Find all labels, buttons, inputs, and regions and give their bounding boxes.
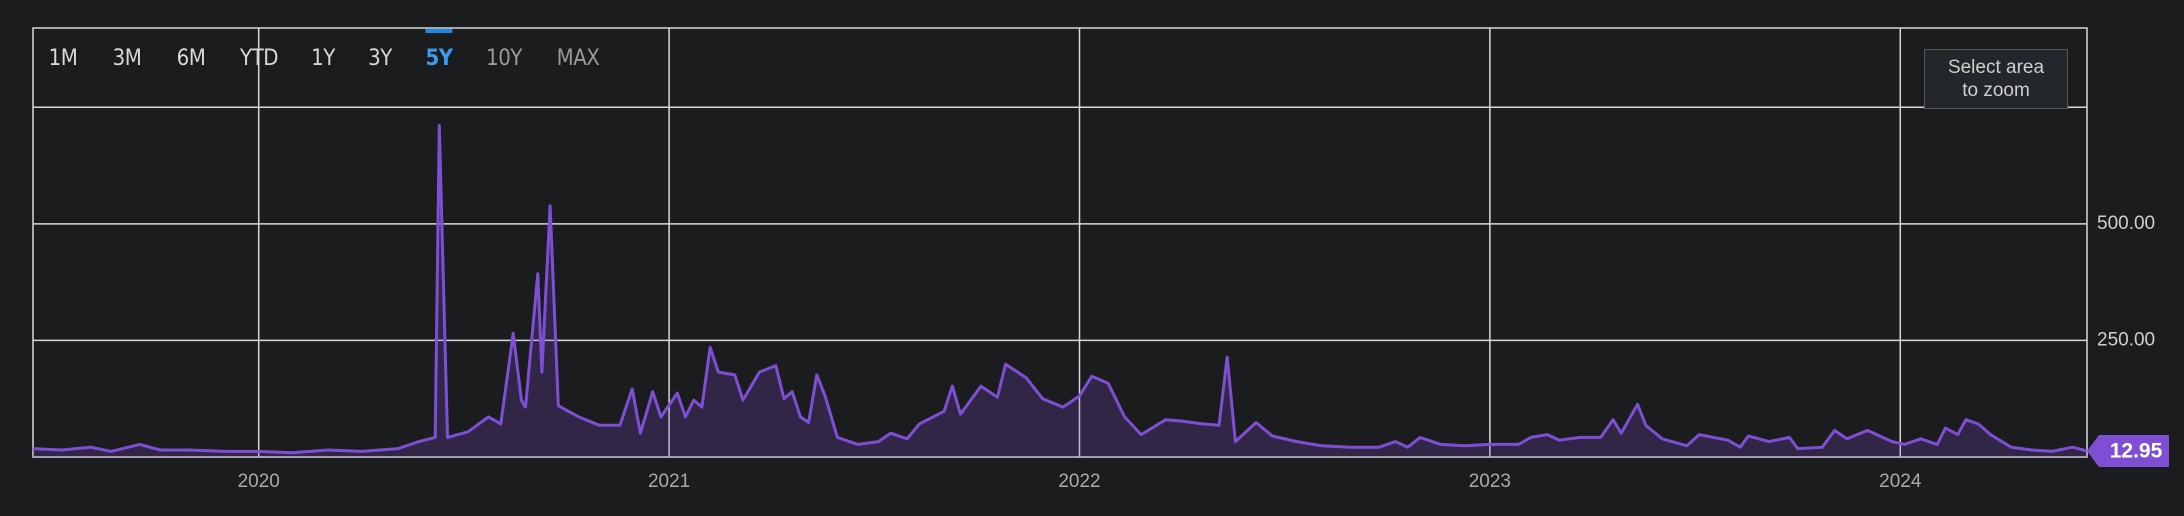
- x-tick-label: 2021: [648, 471, 690, 492]
- range-button[interactable]: MAX: [556, 46, 600, 71]
- area: [33, 125, 2087, 457]
- range-button[interactable]: 1M: [48, 46, 78, 71]
- x-tick-label: 2020: [238, 471, 280, 492]
- range-button[interactable]: 1Y: [311, 46, 335, 71]
- range-button[interactable]: 5Y: [425, 29, 453, 76]
- last-value-tag: [2087, 434, 2169, 467]
- range-button[interactable]: 3Y: [368, 46, 392, 71]
- last-value-label: 12.95: [2110, 440, 2163, 463]
- y-tick-label: 250.00: [2097, 329, 2155, 350]
- range-button[interactable]: 3M: [112, 46, 142, 71]
- x-tick-label: 2022: [1058, 471, 1100, 492]
- range-button[interactable]: 6M: [176, 46, 206, 71]
- plot-frame: [32, 27, 2088, 458]
- zoom-hint: Select area to zoom: [1924, 49, 2068, 109]
- line: [32, 124, 2088, 455]
- y-tick-label: 500.00: [2097, 213, 2155, 234]
- range-button[interactable]: 10Y: [486, 46, 522, 71]
- x-tick-label: 2024: [1879, 471, 1922, 492]
- x-tick-label: 2023: [1469, 471, 1511, 492]
- range-button[interactable]: YTD: [240, 46, 278, 71]
